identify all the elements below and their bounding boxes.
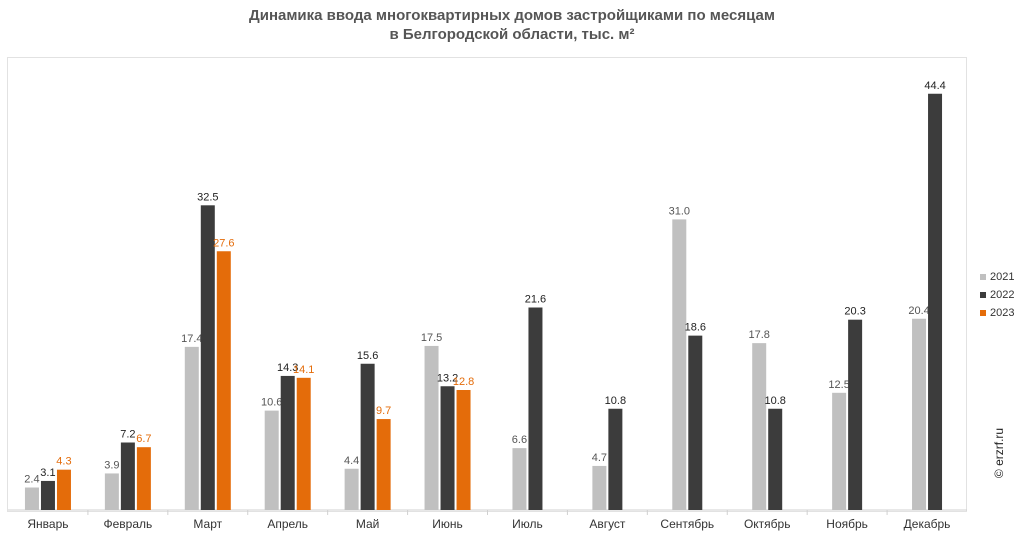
bar-2022-8: [608, 408, 623, 510]
data-label-2022-8: 10.8: [605, 395, 626, 407]
bar-2022-11: [848, 319, 863, 510]
x-tick-label-7: Июль: [512, 517, 543, 531]
x-tick-label-5: Май: [356, 517, 380, 531]
legend-item-2023: 2023: [980, 304, 1014, 322]
x-tick-label-6: Июнь: [432, 517, 463, 531]
data-label-2021-10: 17.8: [748, 329, 769, 341]
bar-2021-4: [264, 410, 279, 510]
data-label-2022-1: 3.1: [40, 467, 55, 479]
legend-label-2023: 2023: [990, 307, 1015, 319]
legend-label-2022: 2022: [990, 289, 1015, 301]
data-label-2022-2: 7.2: [120, 429, 135, 441]
bar-2023-3: [216, 251, 231, 510]
x-tick-label-3: Март: [193, 517, 222, 531]
chart-title-line2: в Белгородской области, тыс. м²: [389, 26, 635, 43]
bar-2021-8: [592, 465, 607, 510]
bar-2021-3: [184, 346, 199, 510]
bar-2023-5: [376, 419, 391, 510]
bar-2022-6: [440, 386, 455, 510]
bar-2022-1: [40, 480, 55, 510]
data-label-2022-6: 13.2: [437, 372, 458, 384]
legend-swatch-2021: [980, 274, 986, 280]
data-label-2023-5: 9.7: [376, 405, 391, 417]
x-tick-label-2: Февраль: [103, 517, 152, 531]
data-label-2023-3: 27.6: [213, 237, 234, 249]
data-label-2022-10: 10.8: [764, 395, 785, 407]
data-label-2022-12: 44.4: [924, 80, 945, 92]
copyright-text: © erzrf.ru: [992, 427, 1006, 479]
legend-label-2021: 2021: [990, 271, 1015, 283]
bar-2023-2: [136, 447, 151, 510]
x-tick-label-9: Сентябрь: [660, 517, 714, 531]
x-tick-label-8: Август: [589, 517, 626, 531]
bar-2021-7: [512, 448, 527, 510]
data-label-2021-9: 31.0: [669, 205, 690, 217]
x-tick-label-10: Октябрь: [744, 517, 791, 531]
bar-2022-5: [360, 363, 375, 510]
bar-2021-11: [832, 392, 847, 510]
x-tick-label-11: Ноябрь: [826, 517, 868, 531]
bar-2022-7: [528, 307, 543, 510]
chart-title: Динамика ввода многоквартирных домов зас…: [0, 6, 1024, 44]
bar-2021-12: [912, 318, 927, 510]
x-tick-label-1: Январь: [27, 517, 68, 531]
x-tick-label-4: Апрель: [267, 517, 308, 531]
data-label-2021-6: 17.5: [421, 332, 442, 344]
data-label-2022-9: 18.6: [685, 322, 706, 334]
bar-2023-4: [296, 377, 311, 510]
bar-2022-9: [688, 335, 703, 510]
data-label-2022-5: 15.6: [357, 350, 378, 362]
data-label-2021-12: 20.4: [908, 305, 929, 317]
data-label-2021-1: 2.4: [24, 474, 39, 486]
data-label-2021-8: 4.7: [592, 452, 607, 464]
data-label-2022-4: 14.3: [277, 362, 298, 374]
data-label-2023-2: 6.7: [136, 433, 151, 445]
data-label-2021-2: 3.9: [104, 459, 119, 471]
bar-2023-1: [56, 469, 71, 510]
chart-title-line1: Динамика ввода многоквартирных домов зас…: [249, 7, 775, 24]
data-label-2023-6: 12.8: [453, 376, 474, 388]
data-label-2022-3: 32.5: [197, 191, 218, 203]
data-label-2022-11: 20.3: [844, 306, 865, 318]
legend: 2021 2022 2023: [980, 268, 1014, 322]
bar-2022-12: [928, 93, 943, 510]
bar-2022-4: [280, 375, 295, 510]
bar-2021-2: [104, 473, 119, 510]
bar-2022-2: [120, 442, 135, 510]
data-label-2023-1: 4.3: [56, 456, 71, 468]
bar-2023-6: [456, 390, 471, 510]
data-label-2021-3: 17.4: [181, 333, 202, 345]
bar-2021-5: [344, 468, 359, 510]
data-label-2021-4: 10.6: [261, 397, 282, 409]
legend-item-2022: 2022: [980, 286, 1014, 304]
data-label-2022-7: 21.6: [525, 294, 546, 306]
data-label-2021-5: 4.4: [344, 455, 359, 467]
bar-2021-10: [752, 343, 767, 510]
bar-2021-6: [424, 345, 439, 510]
bar-2021-9: [672, 219, 687, 510]
x-tick-label-12: Декабрь: [904, 517, 951, 531]
bar-2022-10: [768, 408, 783, 510]
legend-item-2021: 2021: [980, 268, 1014, 286]
data-label-2023-4: 14.1: [293, 364, 314, 376]
data-label-2021-11: 12.5: [828, 379, 849, 391]
legend-swatch-2023: [980, 310, 986, 316]
bar-2022-3: [200, 205, 215, 510]
data-label-2021-7: 6.6: [512, 434, 527, 446]
bar-2021-1: [24, 487, 39, 510]
legend-swatch-2022: [980, 292, 986, 298]
